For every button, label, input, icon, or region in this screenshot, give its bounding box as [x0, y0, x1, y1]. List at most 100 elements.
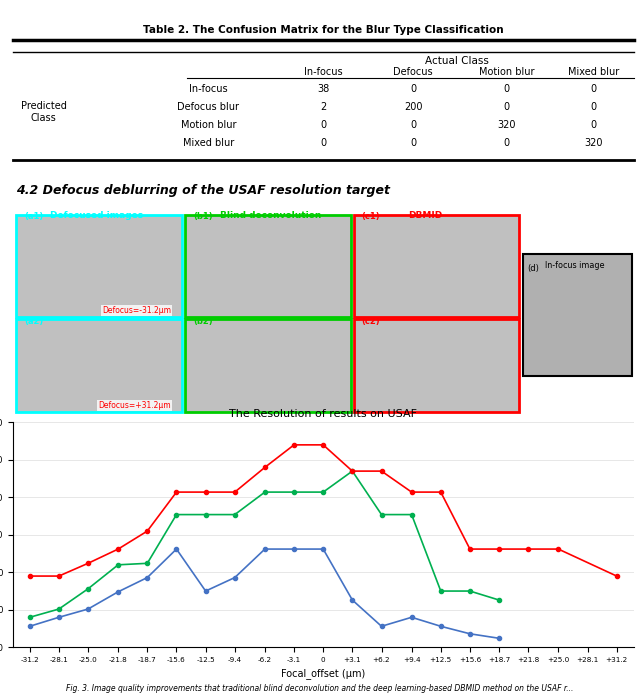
- Deblurred images by blind deconvolution: [437, 587, 445, 595]
- Deblurred images by blind deconvolution: [26, 613, 33, 622]
- Text: 38: 38: [317, 84, 330, 94]
- Text: (b1): (b1): [193, 212, 212, 221]
- Text: 2: 2: [320, 102, 326, 112]
- Deblurred images by blind deconvolution: [495, 596, 503, 604]
- Text: 0: 0: [590, 120, 596, 130]
- Deblurred images by blind deconvolution: [408, 510, 415, 519]
- Deblurred images by DBMID: [84, 559, 92, 567]
- Bar: [16, 215, 182, 317]
- Text: In-focus: In-focus: [304, 67, 342, 77]
- Bar: [185, 319, 351, 412]
- Text: 320: 320: [497, 120, 516, 130]
- Defocused images: [26, 622, 33, 631]
- Text: In-focus: In-focus: [189, 84, 228, 94]
- Bar: [523, 254, 632, 377]
- Defocused images: [84, 605, 92, 613]
- Deblurred images by DBMID: [466, 545, 474, 553]
- Deblurred images by blind deconvolution: [143, 559, 151, 567]
- Title: The Resolution of results on USAF: The Resolution of results on USAF: [229, 409, 417, 419]
- Deblurred images by blind deconvolution: [466, 587, 474, 595]
- Text: (d): (d): [527, 264, 539, 273]
- Deblurred images by blind deconvolution: [261, 488, 269, 496]
- Text: 0: 0: [320, 120, 326, 130]
- Text: (a1): (a1): [24, 212, 44, 221]
- Defocused images: [319, 545, 327, 553]
- Defocused images: [437, 622, 445, 631]
- Text: 320: 320: [584, 139, 602, 148]
- Text: In-focus image: In-focus image: [545, 262, 604, 271]
- Text: 0: 0: [503, 139, 509, 148]
- Defocused images: [466, 630, 474, 638]
- Text: 0: 0: [503, 102, 509, 112]
- Text: 0: 0: [410, 139, 416, 148]
- Defocused images: [261, 545, 269, 553]
- Deblurred images by DBMID: [613, 572, 621, 580]
- Deblurred images by DBMID: [143, 527, 151, 535]
- Text: (c2): (c2): [362, 317, 380, 326]
- Bar: [16, 319, 182, 412]
- Deblurred images by DBMID: [554, 545, 562, 553]
- Text: (c1): (c1): [362, 212, 380, 221]
- Line: Deblurred images by blind deconvolution: Deblurred images by blind deconvolution: [28, 469, 501, 619]
- Defocused images: [495, 634, 503, 642]
- Text: Actual Class: Actual Class: [425, 56, 488, 65]
- Text: 0: 0: [590, 84, 596, 94]
- Deblurred images by DBMID: [378, 467, 385, 475]
- Deblurred images by DBMID: [437, 488, 445, 496]
- Text: Fig. 3. Image quality improvements that traditional blind deconvolution and the : Fig. 3. Image quality improvements that …: [67, 683, 573, 693]
- Bar: [354, 319, 520, 412]
- Text: Mixed blur: Mixed blur: [183, 139, 234, 148]
- Text: Motion blur: Motion blur: [479, 67, 534, 77]
- Text: 0: 0: [410, 84, 416, 94]
- Deblurred images by DBMID: [261, 463, 269, 471]
- Deblurred images by blind deconvolution: [202, 510, 209, 519]
- Text: 200: 200: [404, 102, 422, 112]
- Defocused images: [349, 596, 356, 604]
- Deblurred images by DBMID: [26, 572, 33, 580]
- Deblurred images by blind deconvolution: [319, 488, 327, 496]
- Deblurred images by DBMID: [173, 488, 180, 496]
- Text: 4.2 Defocus deblurring of the USAF resolution target: 4.2 Defocus deblurring of the USAF resol…: [16, 184, 390, 197]
- Deblurred images by blind deconvolution: [173, 510, 180, 519]
- Defocused images: [143, 574, 151, 582]
- Deblurred images by blind deconvolution: [349, 467, 356, 475]
- Deblurred images by DBMID: [408, 488, 415, 496]
- Defocused images: [408, 613, 415, 622]
- Text: Defocused images: Defocused images: [50, 211, 143, 220]
- Defocused images: [173, 545, 180, 553]
- Line: Defocused images: Defocused images: [28, 547, 501, 640]
- X-axis label: Focal_offset (μm): Focal_offset (μm): [281, 669, 365, 679]
- Deblurred images by blind deconvolution: [378, 510, 385, 519]
- Text: DBMID: DBMID: [408, 211, 443, 220]
- Text: Defocus=+31.2μm: Defocus=+31.2μm: [99, 402, 171, 411]
- Deblurred images by DBMID: [290, 441, 298, 449]
- Deblurred images by blind deconvolution: [55, 605, 63, 613]
- Text: Defocus blur: Defocus blur: [177, 102, 239, 112]
- Bar: [185, 215, 351, 317]
- Deblurred images by DBMID: [231, 488, 239, 496]
- Deblurred images by DBMID: [495, 545, 503, 553]
- Defocused images: [202, 587, 209, 595]
- Text: (b2): (b2): [193, 317, 212, 326]
- Deblurred images by DBMID: [115, 545, 122, 553]
- Defocused images: [290, 545, 298, 553]
- Deblurred images by DBMID: [55, 572, 63, 580]
- Deblurred images by DBMID: [202, 488, 209, 496]
- Deblurred images by DBMID: [524, 545, 532, 553]
- Defocused images: [115, 587, 122, 596]
- Deblurred images by DBMID: [319, 441, 327, 449]
- Text: Mixed blur: Mixed blur: [568, 67, 619, 77]
- Defocused images: [378, 622, 385, 631]
- Text: 0: 0: [503, 84, 509, 94]
- Bar: [354, 215, 520, 317]
- Text: 0: 0: [410, 120, 416, 130]
- Text: Defocus=-31.2μm: Defocus=-31.2μm: [102, 306, 171, 315]
- Text: Predicted
Class: Predicted Class: [21, 101, 67, 122]
- Text: Blind deconvolution: Blind deconvolution: [220, 211, 321, 220]
- Text: Defocus: Defocus: [394, 67, 433, 77]
- Text: Table 2. The Confusion Matrix for the Blur Type Classification: Table 2. The Confusion Matrix for the Bl…: [143, 26, 504, 35]
- Deblurred images by blind deconvolution: [231, 510, 239, 519]
- Text: (a2): (a2): [24, 317, 44, 326]
- Defocused images: [231, 574, 239, 582]
- Defocused images: [55, 613, 63, 622]
